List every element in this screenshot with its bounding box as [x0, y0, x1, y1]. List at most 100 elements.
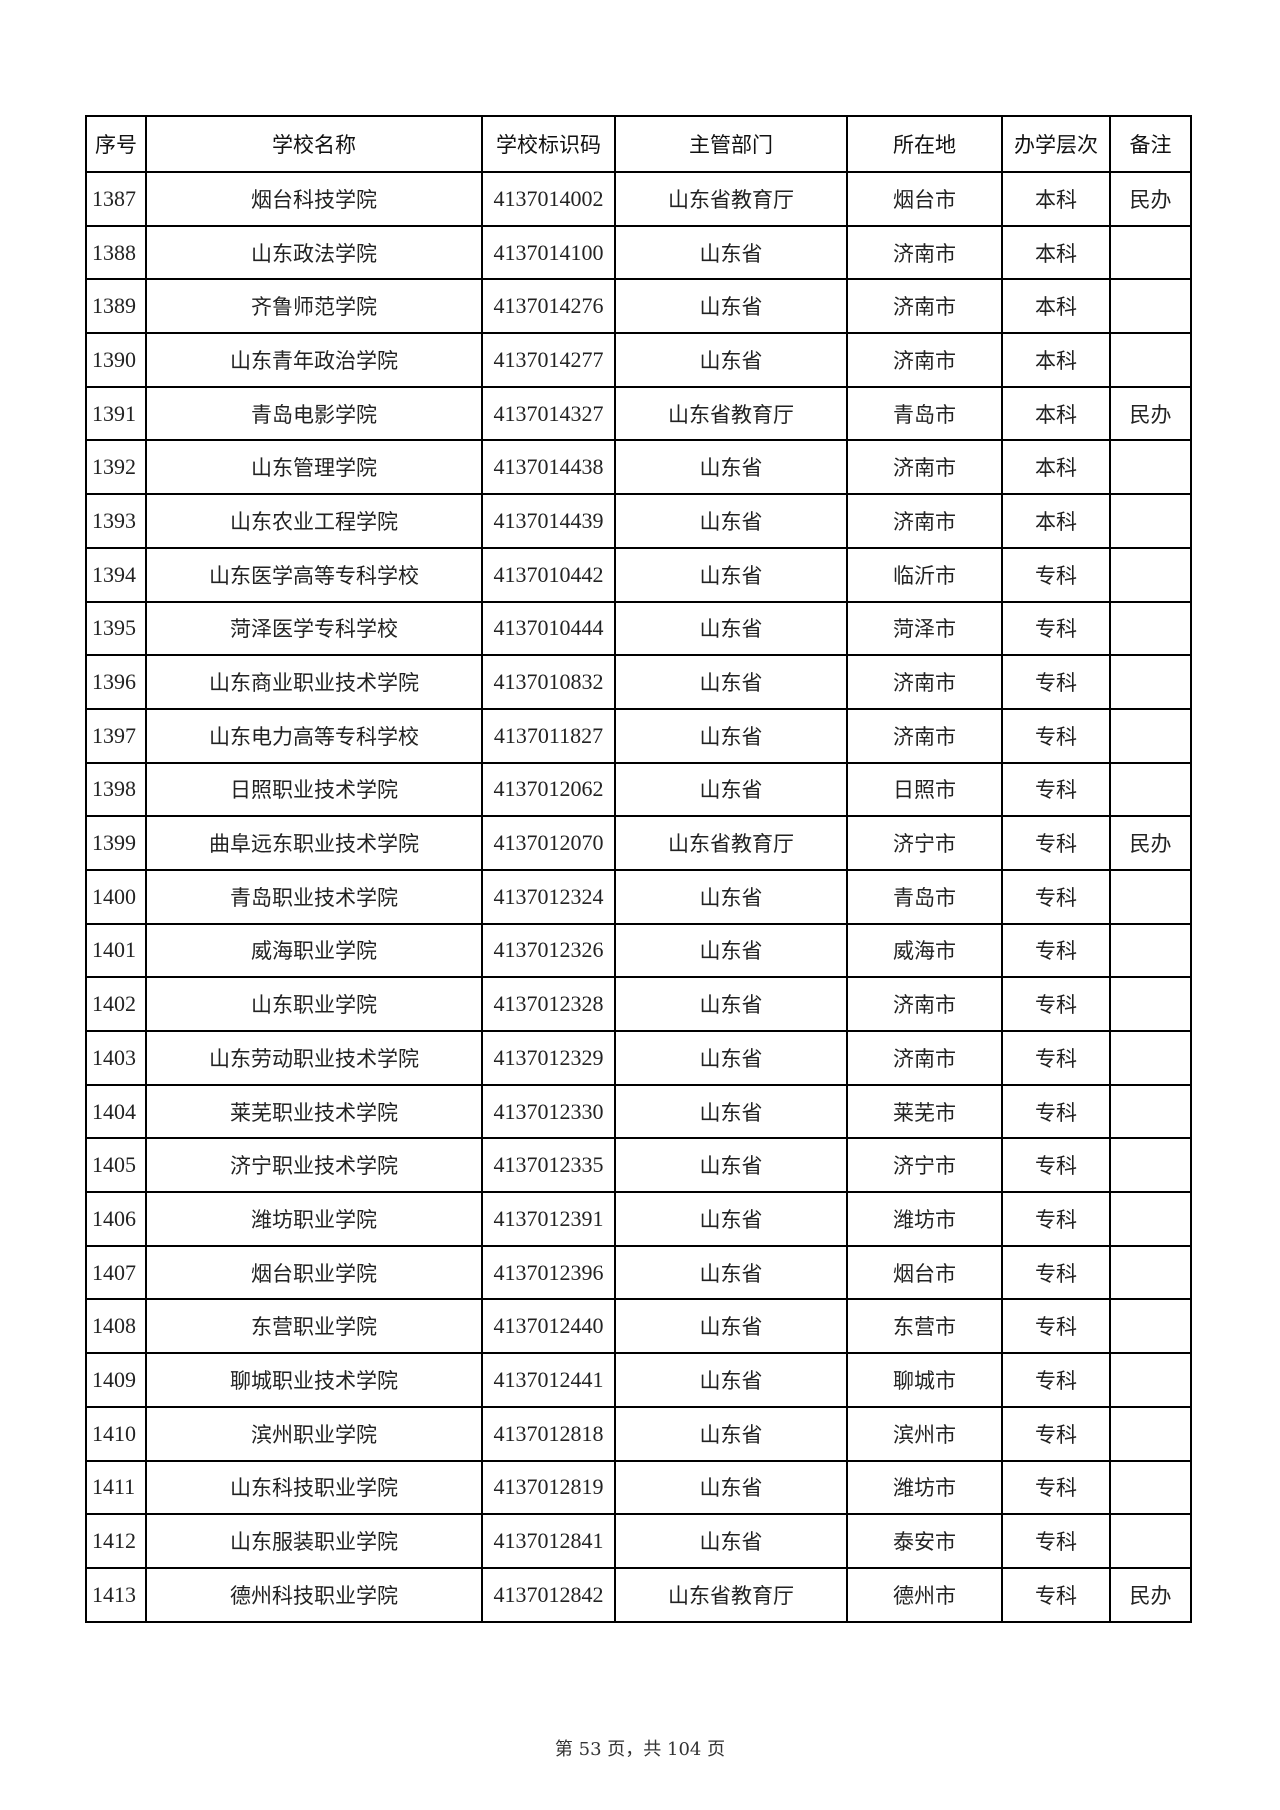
cell-authority: 山东省	[614, 1137, 848, 1194]
cell-level: 专科	[1001, 1566, 1111, 1623]
cell-school-name: 山东电力高等专科学校	[145, 707, 483, 764]
cell-remark	[1109, 439, 1192, 496]
cell-location: 济南市	[846, 493, 1003, 549]
cell-location: 济南市	[846, 278, 1003, 335]
cell-location: 潍坊市	[846, 1191, 1003, 1247]
table-row: 1387 烟台科技学院 4137014002 山东省教育厅 烟台市 本科 民办	[85, 171, 1192, 227]
cell-school-name: 日照职业技术学院	[145, 761, 483, 818]
cell-remark	[1109, 1191, 1192, 1247]
cell-school-name: 青岛电影学院	[145, 385, 483, 442]
cell-school-code: 4137012062	[481, 761, 616, 818]
cell-index: 1388	[85, 224, 147, 281]
cell-location: 日照市	[846, 761, 1003, 818]
cell-index: 1400	[85, 868, 147, 925]
cell-level: 专科	[1001, 1191, 1111, 1247]
cell-school-name: 菏泽医学专科学校	[145, 600, 483, 657]
cell-remark	[1109, 1137, 1192, 1194]
cell-location: 青岛市	[846, 385, 1003, 442]
cell-level: 专科	[1001, 761, 1111, 818]
page-footer: 第 53 页，共 104 页	[554, 1739, 726, 1760]
cell-authority: 山东省	[614, 1030, 848, 1086]
cell-index: 1409	[85, 1352, 147, 1408]
cell-school-name: 山东科技职业学院	[145, 1459, 483, 1516]
cell-index: 1405	[85, 1137, 147, 1194]
cell-authority: 山东省	[614, 761, 848, 818]
cell-remark	[1109, 761, 1192, 818]
cell-level: 本科	[1001, 439, 1111, 496]
cell-index: 1391	[85, 385, 147, 442]
cell-location: 威海市	[846, 922, 1003, 979]
cell-index: 1404	[85, 1083, 147, 1140]
cell-index: 1390	[85, 332, 147, 388]
cell-school-name: 山东管理学院	[145, 439, 483, 496]
cell-school-code: 4137012819	[481, 1459, 616, 1516]
cell-location: 莱芜市	[846, 1083, 1003, 1140]
cell-school-code: 4137014002	[481, 171, 616, 227]
cell-level: 专科	[1001, 1083, 1111, 1140]
cell-index: 1401	[85, 922, 147, 979]
cell-school-code: 4137012326	[481, 922, 616, 979]
cell-remark	[1109, 707, 1192, 764]
table-row: 1398 日照职业技术学院 4137012062 山东省 日照市 专科	[85, 761, 1192, 818]
cell-level: 本科	[1001, 171, 1111, 227]
header-school-name: 学校名称	[145, 115, 483, 173]
cell-level: 本科	[1001, 278, 1111, 335]
table-row: 1410 滨州职业学院 4137012818 山东省 滨州市 专科	[85, 1405, 1192, 1462]
cell-authority: 山东省	[614, 922, 848, 979]
cell-remark: 民办	[1109, 171, 1192, 227]
cell-authority: 山东省	[614, 1405, 848, 1462]
table-row: 1397 山东电力高等专科学校 4137011827 山东省 济南市 专科	[85, 707, 1192, 764]
cell-authority: 山东省	[614, 439, 848, 496]
cell-remark	[1109, 868, 1192, 925]
cell-level: 专科	[1001, 922, 1111, 979]
cell-location: 东营市	[846, 1298, 1003, 1355]
cell-authority: 山东省教育厅	[614, 815, 848, 871]
table-row: 1411 山东科技职业学院 4137012819 山东省 潍坊市 专科	[85, 1459, 1192, 1516]
cell-location: 济南市	[846, 707, 1003, 764]
cell-location: 德州市	[846, 1566, 1003, 1623]
cell-school-code: 4137012335	[481, 1137, 616, 1194]
cell-school-name: 山东劳动职业技术学院	[145, 1030, 483, 1086]
cell-school-code: 4137012440	[481, 1298, 616, 1355]
header-index: 序号	[85, 115, 147, 173]
table-row: 1408 东营职业学院 4137012440 山东省 东营市 专科	[85, 1298, 1192, 1355]
cell-remark	[1109, 1459, 1192, 1516]
cell-location: 济宁市	[846, 815, 1003, 871]
cell-school-code: 4137012841	[481, 1513, 616, 1569]
cell-school-code: 4137014100	[481, 224, 616, 281]
table-row: 1404 莱芜职业技术学院 4137012330 山东省 莱芜市 专科	[85, 1083, 1192, 1140]
cell-remark	[1109, 976, 1192, 1032]
cell-index: 1413	[85, 1566, 147, 1623]
cell-school-name: 济宁职业技术学院	[145, 1137, 483, 1194]
cell-remark	[1109, 1083, 1192, 1140]
cell-level: 专科	[1001, 1244, 1111, 1301]
cell-authority: 山东省	[614, 1298, 848, 1355]
cell-authority: 山东省	[614, 1352, 848, 1408]
cell-school-code: 4137012330	[481, 1083, 616, 1140]
cell-school-name: 山东政法学院	[145, 224, 483, 281]
cell-location: 烟台市	[846, 171, 1003, 227]
cell-index: 1387	[85, 171, 147, 227]
cell-remark	[1109, 1352, 1192, 1408]
cell-location: 滨州市	[846, 1405, 1003, 1462]
cell-school-name: 山东农业工程学院	[145, 493, 483, 549]
cell-level: 专科	[1001, 1352, 1111, 1408]
cell-index: 1406	[85, 1191, 147, 1247]
table-row: 1407 烟台职业学院 4137012396 山东省 烟台市 专科	[85, 1244, 1192, 1301]
cell-school-name: 齐鲁师范学院	[145, 278, 483, 335]
cell-level: 本科	[1001, 224, 1111, 281]
cell-authority: 山东省	[614, 1513, 848, 1569]
schools-table: 序号 学校名称 学校标识码 主管部门 所在地 办学层次 备注 1387 烟台科技学…	[85, 115, 1192, 1623]
cell-school-code: 4137010444	[481, 600, 616, 657]
cell-remark	[1109, 1244, 1192, 1301]
table-row: 1402 山东职业学院 4137012328 山东省 济南市 专科	[85, 976, 1192, 1032]
cell-index: 1408	[85, 1298, 147, 1355]
cell-level: 专科	[1001, 600, 1111, 657]
table-row: 1388 山东政法学院 4137014100 山东省 济南市 本科	[85, 224, 1192, 281]
cell-school-code: 4137012441	[481, 1352, 616, 1408]
cell-school-name: 聊城职业技术学院	[145, 1352, 483, 1408]
cell-school-name: 烟台科技学院	[145, 171, 483, 227]
cell-school-code: 4137012328	[481, 976, 616, 1032]
cell-index: 1402	[85, 976, 147, 1032]
cell-authority: 山东省	[614, 332, 848, 388]
